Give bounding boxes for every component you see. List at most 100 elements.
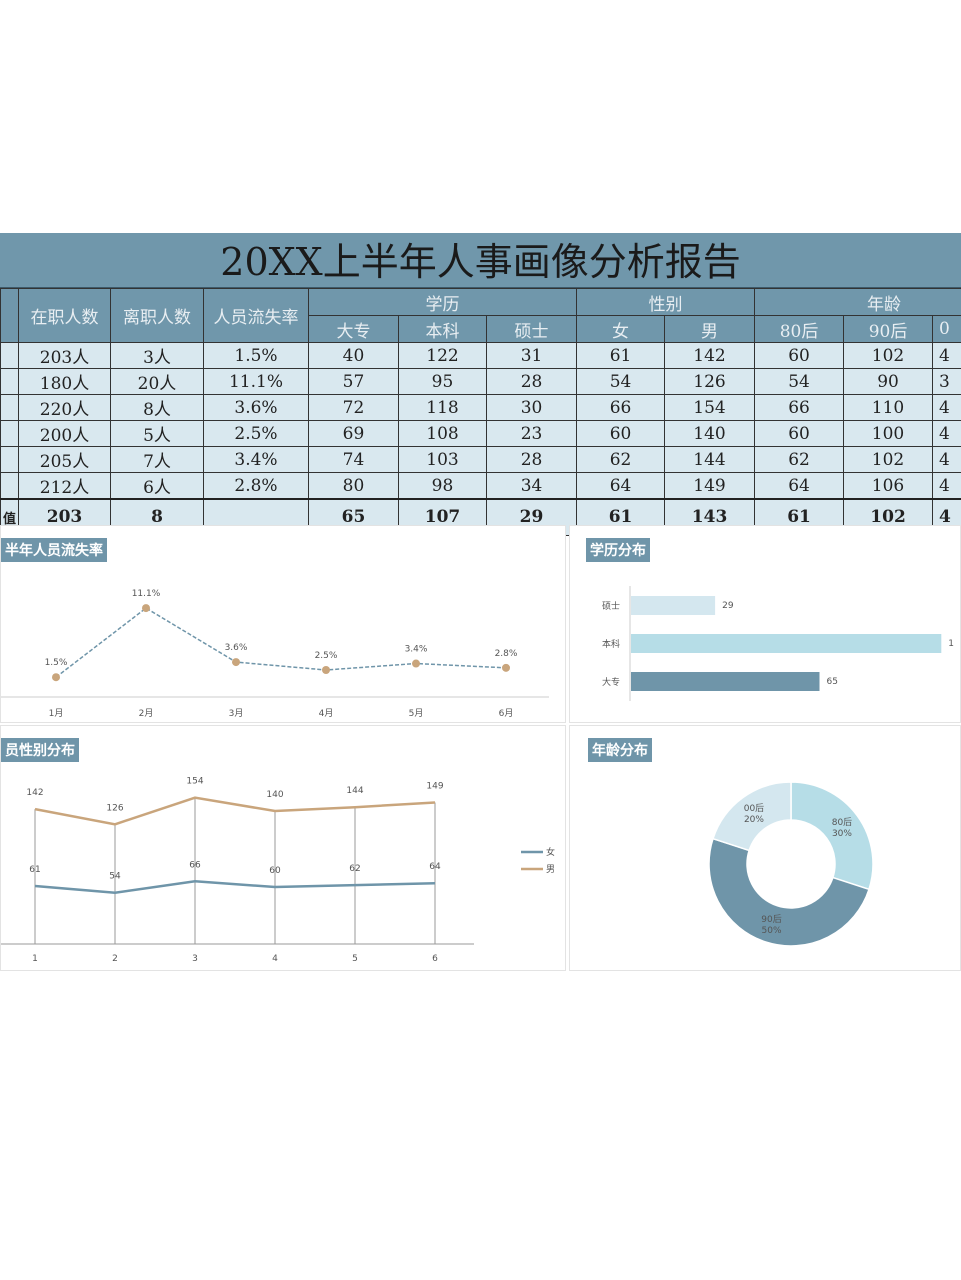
table-cell: 149: [664, 472, 756, 500]
table-cell: 80: [308, 472, 399, 500]
data-label: 64: [429, 862, 441, 872]
data-label: 126: [106, 803, 123, 813]
donut-slice: [712, 781, 792, 852]
gender-line-chart: 1 2 3 4 5 6 61 54 66 60 62 64 女 142 126 154 140 144 149 男: [1, 777, 555, 964]
data-label: 1.5%: [45, 658, 68, 668]
table-cell: 90后: [843, 315, 934, 343]
table-cell: 140: [664, 420, 756, 447]
slice-label: 00后: [744, 803, 764, 814]
series-line: [34, 880, 436, 894]
table-cell: 1.5%: [203, 342, 309, 369]
slice-label: 90后: [761, 914, 781, 925]
donut-slice: [790, 781, 874, 891]
data-label: 54: [109, 872, 121, 882]
data-label: 11.1%: [132, 589, 161, 599]
table-cell: 54: [754, 368, 845, 395]
legend-label: 女: [546, 846, 555, 858]
data-point: [502, 663, 510, 672]
table-cell: [0, 472, 19, 500]
table-cell: 62: [576, 446, 666, 473]
table-cell: 离职人数: [110, 288, 204, 343]
data-label: 140: [266, 790, 283, 800]
bar: [631, 634, 942, 653]
table-cell: 6人: [110, 472, 204, 500]
table-cell: 100: [843, 420, 934, 447]
table-cell: [0, 342, 19, 369]
table-cell: 154: [664, 394, 756, 421]
data-label: 144: [346, 786, 363, 796]
y-tick-label: 硕士: [602, 600, 620, 612]
table-cell: 23: [485, 420, 578, 447]
table-cell: 4: [932, 342, 961, 369]
x-tick-label: 2: [112, 954, 118, 964]
education-bar-chart: 硕士 29 本科 1 大专 65: [602, 586, 954, 701]
table-cell: 4: [932, 394, 961, 421]
x-tick-label: 2月: [139, 708, 154, 719]
data-label: 149: [426, 781, 443, 791]
table-cell: 72: [308, 394, 399, 421]
x-tick-label: 5月: [409, 708, 424, 719]
x-tick-label: 6月: [499, 708, 514, 719]
table-cell: 108: [398, 420, 487, 447]
table-cell: 30: [485, 394, 578, 421]
table-cell: 5人: [110, 420, 204, 447]
data-point: [142, 604, 150, 613]
turnover-line-chart: 1.5% 1月 11.1% 2月 3.6% 3月 2.5% 4月 3.4% 5月 2.8% 6月: [1, 589, 549, 719]
data-label: 142: [26, 788, 43, 798]
table-cell: 硕士: [485, 315, 578, 343]
table-cell: 3人: [110, 342, 204, 369]
table-cell: 学历: [307, 288, 578, 316]
table-cell: 142: [664, 342, 756, 369]
table-cell: 4: [932, 446, 961, 473]
table-cell: 64: [754, 472, 845, 500]
table-cell: 31: [485, 342, 578, 369]
hr-data-table: 在职人数 离职人数 人员流失率 学历 性别 年龄 大专 本科 硕士女男 80后 90后 0 203人 3人…: [0, 288, 961, 536]
table-cell: 在职人数: [18, 288, 111, 343]
report-title: 20XX上半年人事画像分析报告: [0, 233, 961, 288]
x-tick-label: 1: [32, 954, 38, 964]
table-cell: 144: [664, 446, 756, 473]
table-cell: 2.8%: [203, 472, 309, 500]
data-label: 62: [349, 864, 360, 874]
slice-percent: 20%: [744, 815, 764, 825]
table-cell: 60: [754, 420, 845, 447]
table-cell: 106: [843, 472, 934, 500]
table-cell: 28: [485, 446, 578, 473]
table-cell: 3: [932, 368, 961, 395]
x-tick-label: 4: [272, 954, 278, 964]
table-cell: 7人: [110, 446, 204, 473]
data-label: 2.5%: [315, 651, 338, 661]
data-label: 66: [189, 860, 201, 870]
table-cell: 男: [664, 315, 756, 343]
x-tick-label: 1月: [49, 708, 64, 719]
data-point: [322, 666, 330, 674]
data-label: 3.4%: [405, 645, 428, 655]
chart-title: 年龄分布: [588, 738, 652, 762]
table-cell: 0: [932, 315, 961, 343]
table-cell: 66: [576, 394, 666, 421]
table-cell: [0, 368, 19, 395]
chart-title: 员性别分布: [1, 738, 79, 762]
table-cell: 180人: [18, 368, 111, 395]
age-chart-panel: 年龄分布 80后 30% 90后 50% 00后 20%: [569, 725, 961, 971]
table-cell: 女: [576, 315, 666, 343]
data-label: 61: [29, 865, 40, 875]
data-label: 1: [948, 639, 954, 649]
table-cell: 11.1%: [203, 368, 309, 395]
y-tick-label: 本科: [602, 638, 620, 650]
table-cell: [0, 446, 19, 473]
table-cell: 2.5%: [203, 420, 309, 447]
slice-percent: 30%: [832, 829, 852, 839]
slice-label: 80后: [832, 817, 852, 828]
table-cell: 212人: [18, 472, 111, 500]
table-cell: 110: [843, 394, 934, 421]
table-cell: 40: [308, 342, 399, 369]
table-cell: 61: [576, 342, 666, 369]
data-point: [412, 659, 420, 668]
turnover-chart-panel: 半年人员流失率 1.5% 1月 11.1% 2月 3.6% 3月 2.5% 4月 3.4% 5月 2…: [0, 525, 566, 723]
data-point: [232, 658, 240, 667]
table-cell: 34: [485, 472, 578, 500]
table-cell: 54: [576, 368, 666, 395]
table-cell: 3.4%: [203, 446, 309, 473]
